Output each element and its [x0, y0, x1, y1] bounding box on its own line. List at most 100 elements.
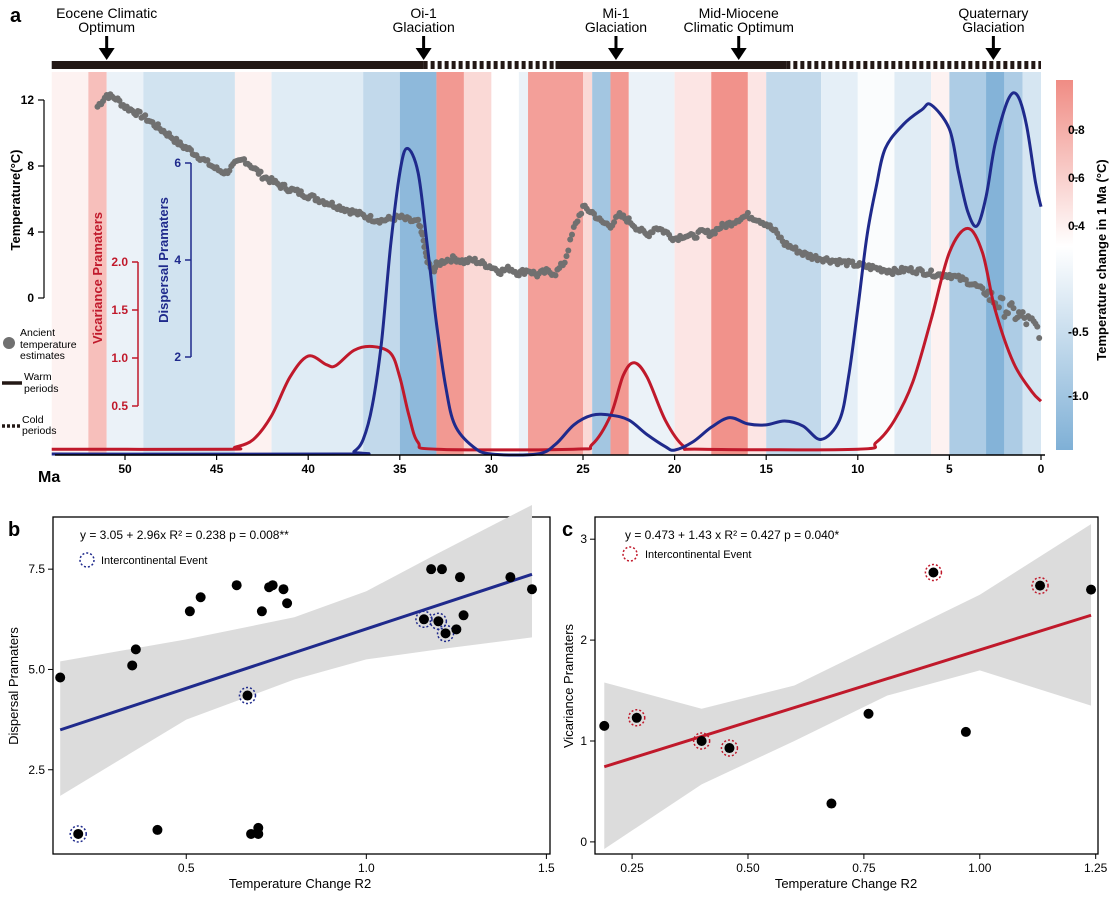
data-point-21 — [440, 628, 451, 639]
c-y-label: Vicariance Pramaters — [561, 623, 576, 748]
climate-events: Eocene ClimaticOptimumOi-1GlaciationMi-1… — [56, 5, 1028, 60]
data-point-15 — [278, 584, 289, 595]
data-point-11 — [253, 822, 264, 833]
temperature-point — [552, 272, 559, 279]
dispersal-axis-label: Dispersal Pramaters — [156, 197, 171, 323]
legend: Ancient temperature estimates Warm perio… — [2, 327, 77, 437]
c-x-ticks: 0.25 0.50 0.75 1.00 1.25 — [620, 854, 1108, 875]
y-tick-label-2.5: 2.5 — [28, 763, 45, 777]
panel-b-label: b — [8, 519, 20, 541]
event-0-line2: Optimum — [78, 19, 135, 35]
legend-points-marker — [3, 337, 15, 349]
band-14 — [592, 72, 611, 455]
x-tick-label-20: 20 — [668, 462, 682, 476]
temperature-point — [1023, 321, 1030, 328]
band-28 — [1022, 72, 1041, 455]
data-point-7 — [231, 580, 242, 591]
c-legend-text: Intercontinental Event — [645, 549, 751, 561]
band-17 — [674, 72, 712, 455]
x-tick-label-1.5: 1.5 — [538, 861, 555, 875]
band-0 — [51, 72, 89, 455]
temperature-point — [563, 253, 570, 260]
event-ring-17 — [415, 610, 433, 629]
x-tick-label-0.5: 0.5 — [178, 861, 195, 875]
temperature-point — [1036, 335, 1043, 341]
disp-tick-label-4: 4 — [174, 253, 181, 267]
event-ring-6 — [924, 563, 943, 582]
vicariance-axis: 0.5 1.0 1.5 2.0 — [111, 255, 139, 413]
temperature-point — [591, 210, 597, 217]
band-19 — [747, 72, 767, 455]
data-point-0 — [55, 672, 66, 683]
vicariance-line — [51, 226, 1043, 452]
temperature-change-bands — [51, 72, 1041, 455]
b-x-ticks: 0.5 1.0 1.5 — [178, 854, 555, 875]
legend-points-line3: estimates — [20, 350, 65, 362]
data-point-9 — [246, 828, 257, 839]
colorbar: 0.8 0.6 0.4 -0.5 -1.0 — [1056, 80, 1089, 450]
x-tick-label-45: 45 — [210, 462, 224, 476]
event-3-line2: Climatic Optimum — [683, 19, 793, 35]
temp-tick-label-12: 12 — [21, 93, 35, 107]
y-tick-label-0: 0 — [580, 835, 587, 849]
data-point-22 — [451, 624, 462, 635]
band-1 — [88, 72, 107, 455]
vic-tick-label-1.5: 1.5 — [111, 303, 128, 317]
temperature-point — [567, 236, 574, 243]
legend-warm-line1: Warm — [24, 371, 52, 383]
temperature-point — [1001, 313, 1008, 320]
panel-b: b 0.5 1.0 1.5 2.5 5.0 7.5 y = 3.05 + 2.96x R… — [6, 504, 555, 891]
temperature-point — [1005, 310, 1011, 317]
b-data-points — [55, 564, 537, 843]
x-tick-label-10: 10 — [851, 462, 865, 476]
band-26 — [986, 72, 1005, 455]
b-legend-text: Intercontinental Event — [101, 555, 207, 567]
data-point-4 — [152, 824, 163, 835]
temperature-point — [744, 209, 751, 216]
data-point-12 — [256, 606, 267, 617]
data-point-4 — [826, 798, 837, 809]
temperature-point — [999, 295, 1006, 302]
colorbar-tick-label--0.5: -0.5 — [1068, 325, 1089, 339]
x-tick-label-0: 0 — [1038, 462, 1045, 476]
temperature-point — [693, 234, 700, 241]
event-ring-8 — [1031, 576, 1049, 595]
b-legend-marker — [79, 552, 95, 568]
temperature-point — [1008, 300, 1015, 307]
c-x-label: Temperature Change R2 — [775, 876, 917, 891]
data-point-9 — [1086, 584, 1097, 595]
y-tick-label-3: 3 — [580, 532, 587, 546]
temperature-point — [625, 215, 632, 222]
vic-tick-label-2: 2.0 — [111, 255, 128, 269]
panel-a-label: a — [10, 5, 22, 27]
temperature-point — [704, 227, 711, 234]
data-point-3 — [724, 743, 735, 754]
temperature-point — [565, 247, 572, 254]
c-data-points — [599, 563, 1097, 809]
panel-c: c 0.25 0.50 0.75 1.00 1.25 0 1 2 3 y = 0.473 + … — [561, 516, 1108, 891]
data-point-17 — [418, 614, 429, 625]
data-point-23 — [454, 572, 465, 583]
band-18 — [711, 72, 748, 455]
legend-cold-line1: Cold — [22, 414, 44, 426]
colorbar-tick-label--1: -1.0 — [1068, 389, 1089, 403]
temperature-point — [142, 112, 149, 119]
x-tick-label-1.25: 1.25 — [1084, 861, 1108, 875]
data-point-8 — [242, 690, 253, 701]
data-point-6 — [928, 567, 939, 578]
x-axis-label: Ma — [38, 469, 60, 486]
temperature-point — [995, 304, 1002, 311]
data-point-1 — [73, 828, 84, 839]
data-point-2 — [127, 660, 138, 671]
y-tick-label-1: 1 — [580, 734, 587, 748]
x-tick-label-1: 1.0 — [358, 861, 375, 875]
c-equation: y = 0.473 + 1.43 x R² = 0.427 p = 0.040* — [625, 528, 839, 542]
event-ring-1 — [627, 709, 646, 727]
x-tick-label-15: 15 — [760, 462, 774, 476]
band-11 — [518, 72, 529, 455]
temperature-point — [574, 218, 581, 225]
event-3-line1: Mid-Miocene — [699, 5, 779, 21]
colorbar-rect — [1056, 80, 1073, 450]
band-2 — [106, 72, 144, 455]
data-point-1 — [631, 712, 642, 723]
